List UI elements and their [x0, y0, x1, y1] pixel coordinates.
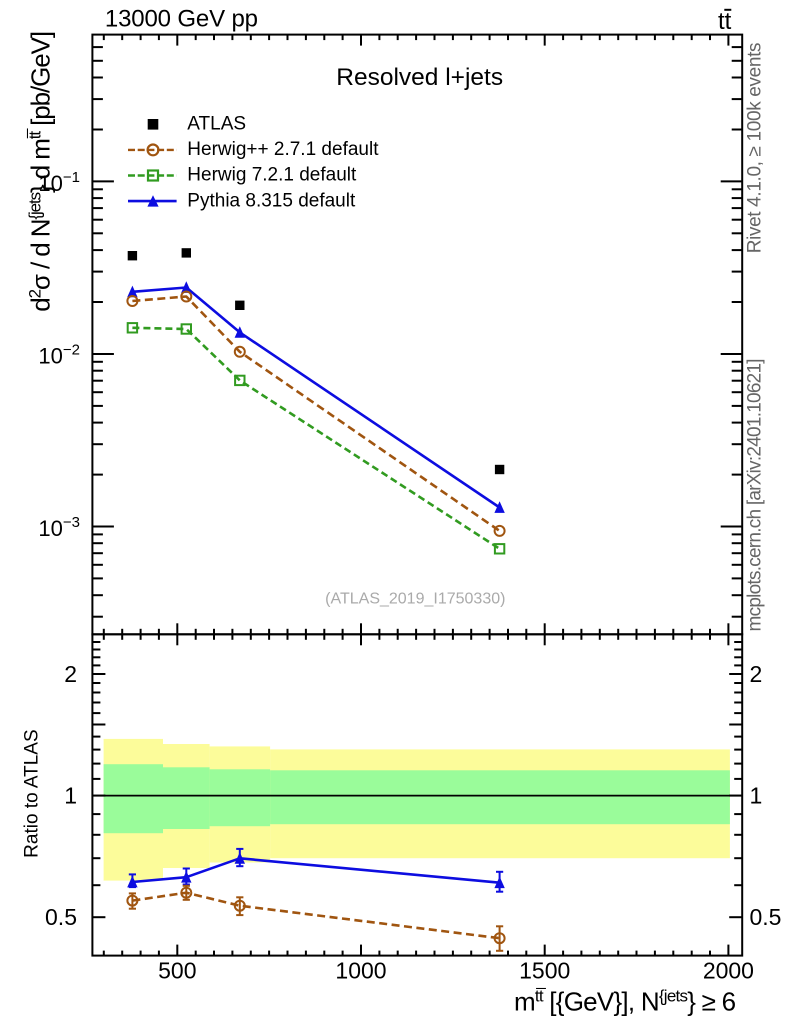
svg-text:2000: 2000: [703, 957, 754, 983]
svg-text:1: 1: [64, 782, 77, 808]
svg-text:(ATLAS_2019_I1750330): (ATLAS_2019_I1750330): [325, 591, 505, 608]
svg-text:0.5: 0.5: [45, 904, 77, 930]
svg-text:0.5: 0.5: [750, 904, 782, 930]
svg-text:1: 1: [750, 782, 763, 808]
svg-text:Herwig 7.2.1 default: Herwig 7.2.1 default: [187, 165, 357, 186]
svg-text:2: 2: [64, 661, 77, 687]
svg-text:tt: tt: [718, 8, 732, 35]
svg-text:Pythia 8.315 default: Pythia 8.315 default: [187, 190, 356, 211]
svg-text:Herwig++ 2.7.1 default: Herwig++ 2.7.1 default: [187, 139, 379, 160]
svg-text:2: 2: [750, 661, 763, 687]
svg-text:ATLAS: ATLAS: [187, 114, 246, 135]
svg-text:Resolved l+jets: Resolved l+jets: [336, 64, 503, 91]
svg-text:Ratio to ATLAS: Ratio to ATLAS: [21, 729, 42, 858]
svg-text:1000: 1000: [335, 957, 386, 983]
svg-text:1500: 1500: [519, 957, 570, 983]
svg-text:mtt̅ [{GeV}], N{jets} ≥ 6: mtt̅ [{GeV}], N{jets} ≥ 6: [514, 986, 736, 1016]
svg-text:mcplots.cern.ch [arXiv:2401.10: mcplots.cern.ch [arXiv:2401.10621]: [745, 359, 766, 631]
svg-text:Rivet 4.1.0, ≥ 100k events: Rivet 4.1.0, ≥ 100k events: [745, 43, 766, 253]
svg-text:d2σ / d N{jets} d mtt̅ [pb/Ge: d2σ / d N{jets} d mtt̅ [pb/GeV]: [25, 32, 55, 312]
svg-text:13000 GeV pp: 13000 GeV pp: [105, 6, 258, 33]
svg-text:500: 500: [158, 957, 196, 983]
